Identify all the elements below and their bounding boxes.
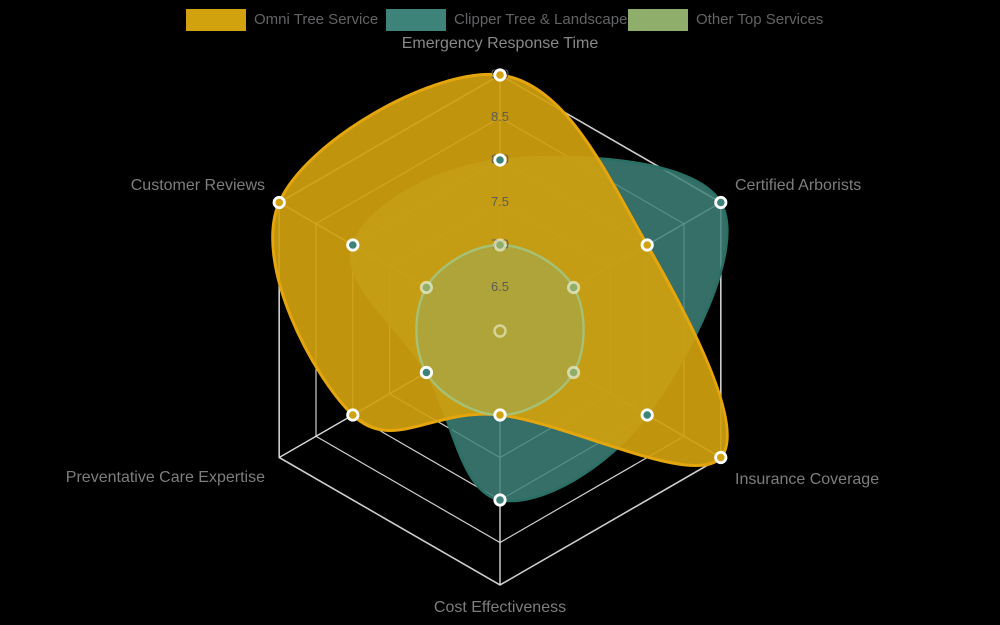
data-point-other-top-services-insurance-coverage[interactable] (566, 365, 581, 380)
legend-item-other-top-services[interactable]: Other Top Services (628, 9, 823, 31)
tick-label: 6.5 (491, 279, 509, 294)
data-point-omni-tree-service-customer-reviews[interactable] (272, 195, 286, 210)
axis-label-emergency-response-time: Emergency Response Time (401, 35, 599, 52)
tick-label: 7.5 (491, 194, 509, 209)
axis-label-insurance-coverage: Insurance Coverage (735, 471, 880, 488)
axis-label-customer-reviews: Customer Reviews (130, 177, 265, 194)
series-area-other-top-services (415, 243, 585, 417)
data-point-clipper-tree-landscape-certified-arborists[interactable] (714, 195, 728, 210)
data-point-other-top-services-emergency-response-time[interactable] (493, 238, 507, 252)
data-point-clipper-tree-landscape-preventative-care-expertise[interactable] (419, 365, 433, 380)
legend-item-omni-tree-service[interactable]: Omni Tree Service (186, 9, 378, 31)
data-point-clipper-tree-landscape-insurance-coverage[interactable] (640, 408, 654, 422)
legend-label: Omni Tree Service (254, 11, 379, 28)
center-point (493, 324, 507, 338)
data-point-omni-tree-service-cost-effectiveness[interactable] (493, 408, 507, 422)
data-point-omni-tree-service-insurance-coverage[interactable] (714, 450, 728, 465)
data-point-clipper-tree-landscape-customer-reviews[interactable] (346, 238, 360, 252)
legend-label: Clipper Tree & Landscape (454, 11, 628, 28)
data-point-omni-tree-service-certified-arborists[interactable] (640, 238, 654, 252)
axis-label-certified-arborists: Certified Arborists (735, 177, 862, 194)
axis-label-preventative-care-expertise: Preventative Care Expertise (65, 469, 265, 486)
data-point-other-top-services-certified-arborists[interactable] (566, 280, 581, 295)
legend-swatch-teal (386, 9, 446, 31)
data-point-omni-tree-service-preventative-care-expertise[interactable] (346, 408, 360, 422)
tick-label: 8.5 (491, 109, 509, 124)
legend-swatch-green (628, 9, 688, 31)
axis-label-cost-effectiveness: Cost Effectiveness (433, 599, 567, 616)
data-point-omni-tree-service-emergency-response-time[interactable] (493, 68, 507, 82)
legend: Omni Tree Service Clipper Tree & Landsca… (0, 9, 1000, 33)
data-point-clipper-tree-landscape-emergency-response-time[interactable] (493, 153, 507, 167)
legend-item-clipper-tree-landscape[interactable]: Clipper Tree & Landscape (386, 9, 627, 31)
legend-label: Other Top Services (696, 11, 824, 28)
data-point-other-top-services-customer-reviews[interactable] (419, 280, 433, 295)
data-point-clipper-tree-landscape-cost-effectiveness[interactable] (493, 493, 507, 507)
legend-swatch-gold (186, 9, 246, 31)
